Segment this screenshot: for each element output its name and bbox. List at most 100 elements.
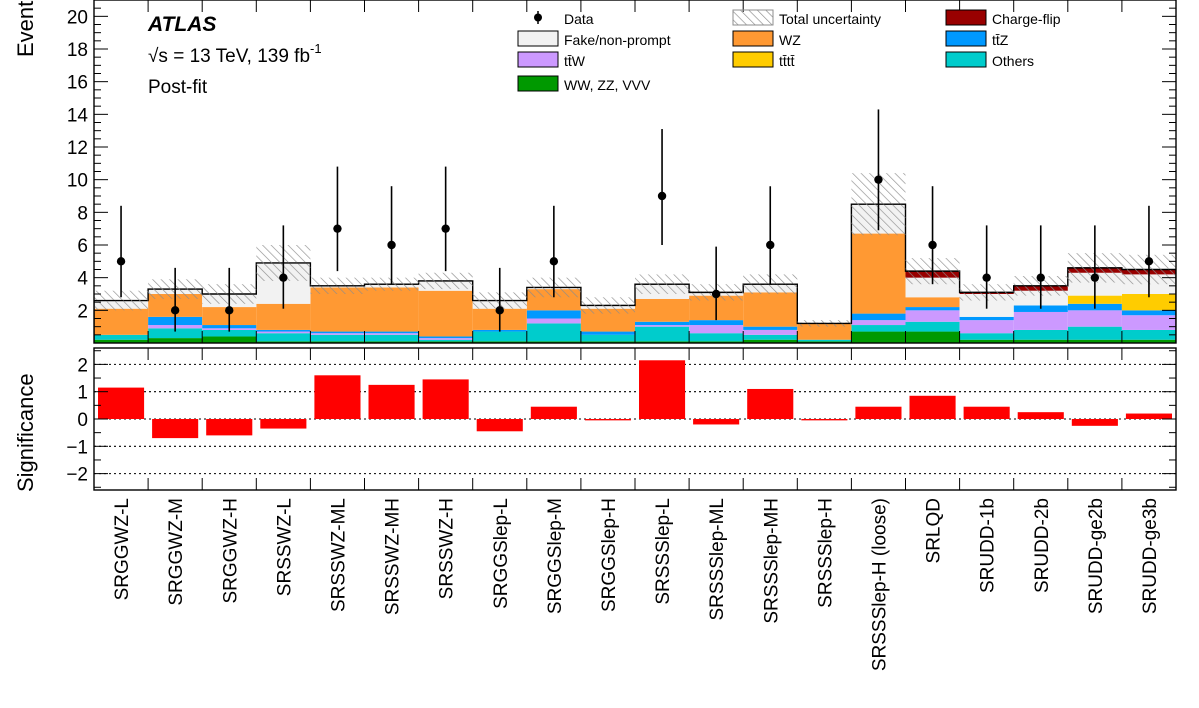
bar-others-srggslep-m [526, 323, 581, 342]
bar-tt-w-srudd-2b [1013, 311, 1068, 330]
top-y-axis: 2 4 6 8 10 12 14 16 18 20 [67, 0, 1176, 344]
bar-ww-zz-vvv-srggslep-l [472, 341, 527, 343]
bar-ww-zz-vvv-srsswz-l [256, 341, 311, 343]
significance-bar-srudd-ge2b [1071, 419, 1118, 426]
legend-swatch [517, 75, 559, 92]
x-tick-label-srudd-ge3b: SRUDD-ge3b [1140, 498, 1161, 614]
fit-status-label: Post-fit [148, 77, 208, 98]
series-others [94, 321, 1176, 342]
bar-ww-zz-vvv-srsswz-ml [310, 341, 365, 343]
bar-ww-zz-vvv-srlqd [905, 331, 960, 343]
bar-ww-zz-vvv-srggwz-m [148, 338, 203, 343]
legend-item-wz: WZ [732, 30, 801, 48]
bar-ww-zz-vvv-srudd-1b [959, 339, 1014, 343]
x-tick-label-srssslep-l: SRSSSlep-L [653, 498, 674, 605]
stack-area [94, 173, 1176, 343]
significance-bar-srsswz-h [422, 379, 469, 419]
bar-ww-zz-vvv-srssslep-h-loose [851, 331, 906, 343]
x-tick-label-srssslep-h: SRSSSlep-H [815, 498, 836, 608]
significance-bar-srggslep-l [476, 419, 523, 432]
bar-tt-z-srsswz-l [256, 329, 311, 332]
significance-bar-srudd-ge3b [1125, 413, 1172, 419]
top-y-tick-label: 2 [77, 301, 88, 322]
legend-item-others: Others [945, 51, 1034, 69]
legend-item-tt-w: tt̄W [517, 51, 586, 69]
significance-bar-srlqd [909, 395, 956, 419]
significance-bar-srssslep-h-loose [855, 406, 902, 419]
bar-tt-z-srudd-ge3b [1121, 310, 1176, 316]
x-tick-label-srssslep-mh: SRSSSlep-MH [761, 498, 782, 624]
x-tick-label-srlqd: SRLQD [924, 498, 945, 563]
significance-bar-srssslep-ml [693, 419, 740, 425]
bar-others-srssslep-h-loose [851, 325, 906, 332]
bar-tt-w-srsswz-h [418, 338, 473, 340]
experiment-label: ATLAS [147, 13, 216, 36]
bar-others-srudd-1b [959, 333, 1014, 340]
legend-label: Data [564, 11, 594, 27]
bar-others-srggwz-h [202, 329, 257, 337]
bottom-y-tick-label: 1 [77, 383, 88, 404]
significance-bars [98, 360, 1172, 439]
bar-others-srsswz-ml [310, 334, 365, 342]
legend-item-charge-flip: Charge-flip [945, 9, 1061, 27]
top-y-tick-label: 18 [67, 40, 88, 61]
significance-bar-srsswz-ml [314, 375, 361, 419]
bar-ww-zz-vvv-srggslep-m [526, 341, 581, 343]
legend-swatch [945, 30, 987, 47]
bar-tt-z-srssslep-ml [689, 320, 744, 326]
bottom-y-tick-label: −1 [66, 437, 88, 458]
data-point-srsswz-ml [333, 224, 342, 233]
x-tick-label-srsswz-mh: SRSSWZ-MH [383, 498, 404, 615]
x-tick-label-srsswz-h: SRSSWZ-H [437, 498, 458, 599]
bar-others-srsswz-l [256, 333, 311, 342]
top-y-axis-title: Events [13, 0, 38, 57]
bar-tt-w-srssslep-ml [689, 325, 744, 334]
data-point-srudd-ge3b [1144, 257, 1154, 266]
bar-ww-zz-vvv-srggwz-h [202, 336, 257, 343]
data-point-srsswz-h [441, 224, 450, 233]
legend-label: Fake/non-prompt [564, 32, 671, 48]
legend-item-total-uncertainty: Total uncertainty [732, 9, 881, 27]
bar-others-srggwz-l [94, 334, 149, 340]
bar-others-srsswz-mh [364, 334, 419, 342]
bar-tt-z-srggslep-h [580, 331, 635, 335]
data-point-srggwz-h [225, 306, 234, 315]
legend-label: WW, ZZ, VVV [564, 77, 651, 93]
data-point-srudd-2b [1036, 273, 1045, 282]
legend-label: tt̄Z [992, 32, 1009, 48]
legend-swatch [945, 51, 987, 68]
significance-bar-srssslep-mh [747, 388, 794, 419]
x-tick-label-srggwz-h: SRGGWZ-H [220, 498, 241, 604]
bar-others-srsswz-h [418, 339, 473, 342]
bar-tt-z-srggslep-m [526, 310, 581, 319]
top-x-ticks [147, 0, 1123, 343]
event-yield-panel: 2 4 6 8 10 12 14 16 18 20 [67, 0, 1177, 344]
legend-item-data: Data [534, 11, 594, 27]
data-point-srlqd [928, 240, 937, 250]
legend-label: tt̄tt̄ [779, 53, 795, 69]
significance-bar-srggslep-h [584, 419, 631, 421]
bar-ww-zz-vvv-srssslep-h [797, 341, 852, 343]
atlas-label-block: ATLAS √s = 13 TeV, 139 fb-1 Post-fit [147, 13, 322, 98]
data-point-srggwz-m [170, 306, 180, 315]
bar-wz-srssslep-mh [743, 292, 798, 327]
bar-others-srudd-ge3b [1121, 329, 1176, 340]
bottom-y-axis-title: Significance [13, 373, 38, 492]
legend-label: WZ [779, 32, 801, 48]
bar-tt-z-srssslep-h-loose [851, 313, 906, 321]
x-tick-label-srggslep-h: SRGGSlep-H [599, 498, 620, 612]
bar-tt-w-srsswz-l [256, 331, 311, 334]
bar-ww-zz-vvv-srsswz-mh [364, 341, 419, 343]
bar-tt-z-srsswz-mh [364, 331, 419, 334]
bar-ww-zz-vvv-srggslep-h [580, 341, 635, 343]
data-point-srggslep-m [549, 257, 559, 266]
bar-tt-w-srssslep-mh [743, 329, 798, 335]
bar-ww-zz-vvv-srudd-ge2b [1067, 339, 1122, 343]
bar-tt-w-srlqd [905, 310, 960, 322]
bar-tt-w-srggslep-m [526, 318, 581, 324]
significance-bar-srggwz-m [152, 419, 199, 439]
data-point-srsswz-l [279, 273, 288, 282]
bar-tt-w-srssslep-h-loose [851, 320, 906, 326]
bar-wz-srsswz-ml [310, 287, 365, 332]
